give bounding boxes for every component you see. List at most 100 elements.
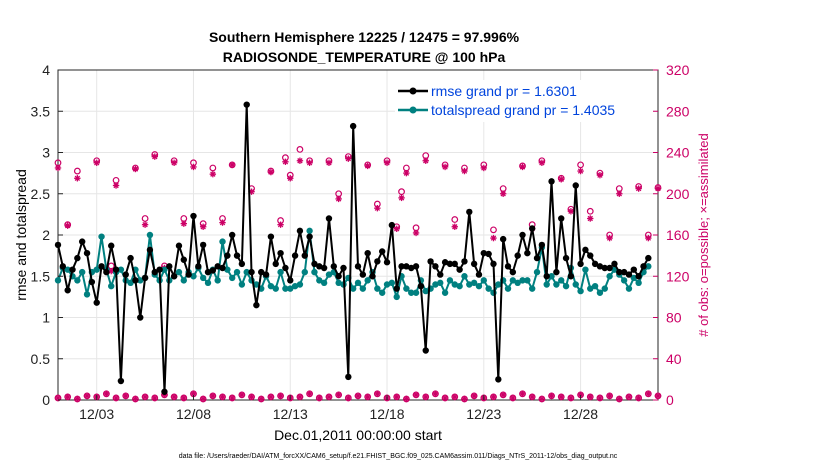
rmse-point [354, 263, 362, 270]
totalspread-point [320, 279, 328, 287]
rmse-point [359, 271, 367, 278]
rmse-point [219, 264, 226, 272]
y-right-tick-label: 200 [666, 186, 690, 202]
obs-assimilated-marker [577, 167, 584, 175]
totalspread-point [354, 279, 362, 287]
x-tick-label: 12/28 [563, 406, 598, 422]
obs-assimilated-marker [654, 185, 662, 192]
totalspread-point [180, 277, 188, 284]
rmse-point [54, 241, 62, 249]
obs-assimilated-marker [490, 234, 497, 242]
y-right-tick-label: 40 [666, 351, 682, 367]
rmse-point [214, 263, 221, 270]
obs-possible-marker [141, 215, 149, 222]
rmse-point [296, 227, 304, 235]
rmse-point [577, 260, 584, 268]
rmse-point [272, 260, 279, 268]
obs-assimilated-marker [364, 393, 371, 401]
totalspread-point [470, 279, 478, 287]
legend-spread-label: totalspread grand pr = 1.4035 [431, 102, 615, 118]
obs-assimilated-marker [132, 395, 139, 403]
obs-assimilated-marker [151, 394, 158, 402]
legend-rmse-label: rmse grand pr = 1.6301 [431, 83, 577, 99]
totalspread-point [267, 282, 275, 290]
totalspread-point [383, 281, 391, 288]
totalspread-point [601, 285, 608, 292]
rmse-point [137, 314, 144, 321]
obs-assimilated-marker [519, 163, 526, 171]
rmse-point [88, 278, 96, 286]
obs-possible-marker [577, 161, 584, 169]
totalspread-point [645, 263, 652, 270]
obs-assimilated-marker [645, 234, 652, 242]
totalspread-point [277, 268, 284, 276]
totalspread-point [161, 266, 168, 273]
totalspread-point [596, 289, 604, 296]
totalspread-point [461, 273, 468, 280]
obs-assimilated-marker [606, 234, 613, 242]
obs-assimilated-marker [287, 175, 294, 182]
rmse-point [466, 208, 473, 216]
obs-assimilated-marker [151, 153, 158, 160]
obs-assimilated-marker [112, 182, 120, 189]
x-tick-label: 12/13 [273, 406, 308, 422]
obs-assimilated-marker [335, 195, 342, 203]
rmse-point [374, 258, 381, 265]
totalspread-point [78, 268, 86, 276]
totalspread-point [393, 293, 400, 301]
obs-assimilated-marker [132, 165, 139, 173]
rmse-point [83, 249, 91, 257]
rmse-point [277, 249, 284, 257]
rmse-point [591, 260, 599, 268]
rmse-point [117, 377, 125, 385]
totalspread-point [117, 266, 125, 273]
y-tick-label: 1.5 [31, 268, 51, 284]
rmse-point [441, 259, 449, 266]
totalspread-point [606, 273, 613, 280]
rmse-point [519, 231, 526, 239]
obs-assimilated-marker [64, 222, 71, 229]
y-tick-label: 2.5 [31, 186, 51, 202]
totalspread-point [146, 231, 154, 239]
obs-assimilated-marker [199, 223, 207, 230]
obs-assimilated-marker [451, 393, 458, 401]
rmse-point [378, 248, 386, 255]
rmse-point [151, 268, 158, 276]
totalspread-point [272, 285, 279, 292]
obs-assimilated-marker [228, 161, 236, 169]
totalspread-point [635, 279, 642, 287]
totalspread-point [291, 282, 299, 290]
totalspread-point [630, 274, 638, 282]
rmse-point [446, 260, 454, 268]
rmse-point [611, 260, 618, 268]
x-axis-label: Dec.01,2011 00:00:00 start [274, 427, 442, 443]
obs-assimilated-marker [374, 204, 381, 212]
totalspread-point [412, 289, 420, 296]
rmse-point [161, 388, 168, 395]
obs-assimilated-marker [567, 208, 575, 215]
rmse-point [480, 249, 488, 257]
totalspread-point [311, 268, 318, 276]
rmse-point [320, 264, 328, 272]
totalspread-point [480, 277, 488, 284]
totalspread-point [137, 277, 144, 284]
obs-assimilated-marker [606, 392, 613, 400]
rmse-point [238, 260, 246, 268]
obs-assimilated-marker [412, 229, 420, 237]
rmse-point [403, 263, 410, 270]
rmse-point [485, 250, 492, 258]
rmse-point [93, 299, 100, 306]
totalspread-point [558, 277, 565, 284]
obs-assimilated-marker [238, 391, 246, 399]
totalspread-point [572, 281, 579, 288]
totalspread-point [282, 285, 289, 292]
obs-assimilated-marker [441, 394, 449, 402]
rmse-point [190, 212, 197, 220]
totalspread-point [528, 285, 536, 292]
rmse-point [364, 249, 371, 257]
rmse-point [645, 254, 652, 262]
obs-assimilated-marker [519, 390, 526, 398]
obs-assimilated-marker [499, 190, 507, 197]
rmse-point [64, 287, 71, 294]
obs-assimilated-marker [267, 168, 275, 176]
